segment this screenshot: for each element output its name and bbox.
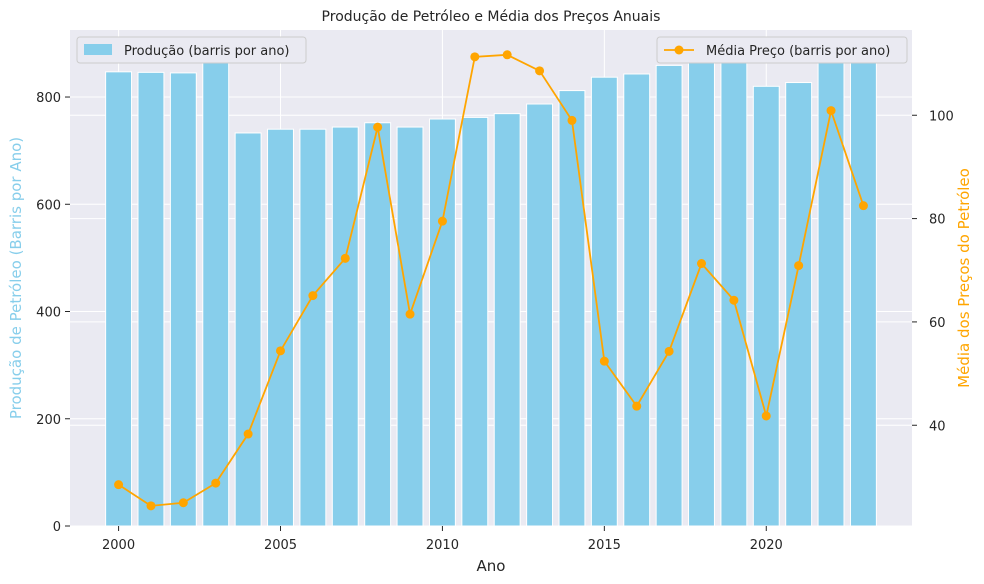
price-point (858, 201, 868, 211)
y-axis-left: 0 200 400 600 800 (36, 91, 70, 535)
bar-series (105, 55, 877, 527)
price-line (118, 53, 865, 507)
price-point (567, 115, 577, 125)
price-point (599, 356, 609, 366)
bar (105, 71, 133, 527)
x-tick-label: 2010 (426, 538, 459, 553)
legend-bar-swatch (84, 44, 112, 55)
price-point (664, 346, 674, 356)
bar (849, 57, 877, 527)
x-axis-label: Ano (477, 557, 506, 575)
y-left-tick-label: 800 (36, 91, 61, 106)
y-axis-right-label: Média dos Preços do Petróleo (955, 168, 973, 388)
price-point (340, 253, 350, 263)
y-axis-right: 40 60 80 100 (912, 109, 954, 434)
bar (590, 76, 618, 527)
legend-box (656, 36, 908, 64)
bar (558, 90, 586, 527)
bar (655, 64, 683, 527)
legend-box (76, 36, 307, 64)
legend-marker-swatch (674, 45, 684, 55)
price-point (437, 216, 447, 226)
legend-production-label: Produção (barris por ano) (124, 44, 290, 59)
bar (688, 56, 715, 527)
legend-price-label: Média Preço (barris por ano) (706, 44, 890, 59)
price-point (243, 429, 253, 439)
y-right-tick-label: 100 (929, 109, 954, 124)
y-left-tick-label: 200 (36, 413, 61, 428)
x-tick-label: 2000 (102, 538, 135, 553)
y-right-tick-label: 80 (929, 213, 946, 228)
bar (299, 128, 327, 527)
price-point (178, 498, 188, 508)
legend-price: Média Preço (barris por ano) (656, 36, 908, 64)
price-point (405, 309, 415, 319)
bar (396, 126, 424, 527)
x-axis: 2000 2005 2010 2015 2020 (102, 526, 783, 553)
price-point (729, 295, 739, 305)
legend-production: Produção (barris por ano) (76, 36, 307, 64)
price-point (826, 106, 836, 116)
bar (817, 57, 845, 527)
bar (752, 85, 780, 527)
y-right-tick-label: 40 (929, 419, 946, 434)
price-point (308, 291, 318, 301)
x-tick-label: 2015 (588, 538, 621, 553)
price-point (470, 52, 480, 62)
price-point (794, 261, 804, 271)
bar (331, 126, 359, 527)
bar (493, 113, 521, 527)
price-point (502, 50, 512, 60)
bar (202, 60, 230, 527)
price-point (697, 259, 706, 269)
price-point (114, 480, 124, 490)
y-left-tick-label: 400 (36, 306, 61, 321)
bar (137, 71, 165, 527)
line-series (114, 50, 868, 511)
bar (623, 73, 651, 527)
price-point (211, 478, 221, 488)
price-point (632, 401, 642, 411)
price-point (761, 411, 771, 421)
bar (526, 103, 554, 527)
price-point (373, 122, 383, 132)
price-point (535, 66, 545, 76)
y-axis-left-label: Produção de Petróleo (Barris por Ano) (7, 137, 25, 419)
bar (364, 122, 392, 527)
price-point (146, 501, 156, 511)
bar (267, 128, 294, 527)
bar (169, 72, 197, 527)
bar (428, 118, 456, 527)
y-right-tick-label: 60 (929, 316, 946, 331)
price-point (276, 346, 285, 356)
x-tick-label: 2020 (750, 538, 783, 553)
y-left-tick-label: 600 (36, 198, 61, 213)
bar (234, 132, 262, 527)
x-tick-label: 2005 (264, 538, 297, 553)
chart-title: Produção de Petróleo e Média dos Preços … (322, 9, 661, 25)
y-left-tick-label: 0 (53, 520, 61, 535)
bar (461, 116, 489, 527)
